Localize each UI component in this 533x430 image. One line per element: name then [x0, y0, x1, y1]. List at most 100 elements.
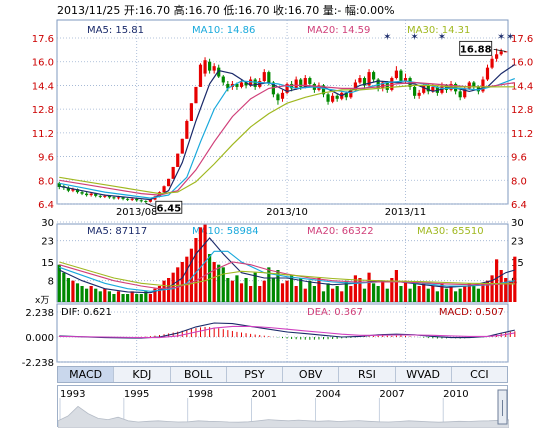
- price-panel: 17.6 17.6 16.0 16.0 14.4 14.4 12.8 12.8 11.2 11.2…: [32, 19, 533, 218]
- volume-bar: [249, 286, 253, 302]
- candle-body: [208, 61, 212, 71]
- volume-bar: [444, 288, 449, 302]
- volume-bar: [376, 286, 380, 302]
- candle-body: [121, 197, 125, 199]
- candle-body: [431, 86, 435, 92]
- candle-body: [157, 192, 162, 197]
- volume-bar: [422, 283, 426, 302]
- volume-bar: [449, 286, 453, 302]
- volume-bar: [230, 280, 234, 302]
- candle-body: [267, 72, 271, 83]
- tab-macd[interactable]: MACD: [58, 367, 115, 382]
- candle-body: [331, 95, 335, 102]
- candle-body: [376, 79, 380, 89]
- volume-bar: [381, 280, 385, 302]
- timeline-navigator[interactable]: 1993 1995 1998 2001 2004 2007 2010: [57, 385, 509, 428]
- timeline-area: [58, 405, 509, 428]
- volume-bar: [476, 288, 480, 302]
- candle-body: [235, 83, 239, 87]
- tab-obv[interactable]: OBV: [283, 367, 340, 382]
- candle-body: [353, 82, 357, 90]
- tab-wvad[interactable]: WVAD: [396, 367, 452, 382]
- macd-line-dea: [59, 325, 515, 339]
- price-line-ma30: [59, 84, 515, 195]
- candle-body: [467, 82, 471, 89]
- low-pointer: [145, 202, 156, 208]
- price-tick-right: 8.0: [511, 176, 527, 187]
- candle-body: [221, 76, 225, 83]
- volume-bar: [367, 272, 371, 302]
- volume-bar: [408, 288, 412, 302]
- volume-bar: [426, 288, 430, 302]
- volume-bar: [194, 238, 198, 302]
- candle-body: [349, 89, 353, 98]
- volume-bar: [121, 294, 125, 302]
- candle-body: [458, 91, 462, 98]
- volume-bar: [299, 278, 303, 302]
- volume-bar: [253, 272, 257, 302]
- volume-bar: [180, 262, 184, 302]
- tab-boll[interactable]: BOLL: [171, 367, 227, 382]
- volume-bar: [144, 291, 148, 302]
- volume-bar: [467, 283, 471, 302]
- volume-line-ma5: [59, 237, 515, 294]
- candle-body: [403, 78, 408, 81]
- high-tag-box: [459, 40, 493, 56]
- candle-body: [413, 86, 417, 96]
- candle-body: [212, 66, 216, 71]
- candle-body: [126, 198, 130, 200]
- volume-bar: [239, 283, 244, 302]
- volume-bar: [94, 288, 98, 302]
- price-tick-right: 6.4: [511, 200, 527, 211]
- tab-kdj[interactable]: KDJ: [114, 367, 171, 382]
- volume-bar: [116, 291, 121, 302]
- price-legend-ma5: MA5: 15.81: [87, 25, 144, 36]
- price-tick-left: 6.4: [38, 200, 54, 211]
- volume-bar: [513, 256, 517, 302]
- candle-body: [189, 103, 193, 121]
- price-frame: [56, 19, 509, 205]
- candle-body: [285, 83, 289, 93]
- volume-bar: [221, 267, 225, 302]
- volume-bar: [217, 264, 221, 302]
- candle-body: [130, 198, 134, 200]
- candle-body: [271, 82, 275, 95]
- volume-bar: [57, 264, 61, 302]
- volume-bar: [399, 286, 403, 302]
- quote-date: 2013/11/25: [57, 4, 121, 17]
- price-tick-right: 17.6: [511, 34, 533, 45]
- low-tag: 6.45: [156, 203, 181, 214]
- volume-bar: [130, 291, 134, 302]
- volume-bar: [485, 280, 490, 302]
- candle-body: [485, 67, 490, 80]
- candle-body: [422, 85, 426, 93]
- date-axis-label: 2013/11: [385, 207, 427, 218]
- candle-body: [499, 51, 503, 55]
- quote-open: 开:16.70: [123, 4, 171, 17]
- candle-body: [276, 94, 280, 101]
- volume-bar: [244, 278, 248, 302]
- volume-bar: [208, 254, 212, 302]
- tab-rsi[interactable]: RSI: [339, 367, 396, 382]
- volume-bar: [66, 278, 70, 302]
- price-tick-left: 11.2: [32, 129, 54, 140]
- volume-line-ma30: [59, 261, 515, 287]
- volume-bar: [390, 278, 394, 302]
- candle-body: [162, 186, 166, 193]
- candle-body: [335, 95, 339, 99]
- macd-tick: 2.238: [25, 308, 54, 319]
- candle-body: [495, 54, 499, 59]
- tab-cci[interactable]: CCI: [470, 368, 489, 381]
- volume-bar: [303, 288, 307, 302]
- macd-panel: 2.238 0.000 -2.238 DIF: 0.621 DEA: 0.367 MACD…: [22, 303, 516, 369]
- event-marker: ✶: [410, 32, 418, 43]
- candle-body: [249, 79, 253, 86]
- candle-body: [290, 83, 294, 89]
- volume-bar: [112, 294, 116, 302]
- candle-body: [98, 195, 102, 197]
- candle-body: [112, 197, 116, 199]
- volume-bar: [75, 283, 80, 302]
- event-marker: ✶: [438, 32, 446, 43]
- tab-psy[interactable]: PSY: [227, 367, 283, 382]
